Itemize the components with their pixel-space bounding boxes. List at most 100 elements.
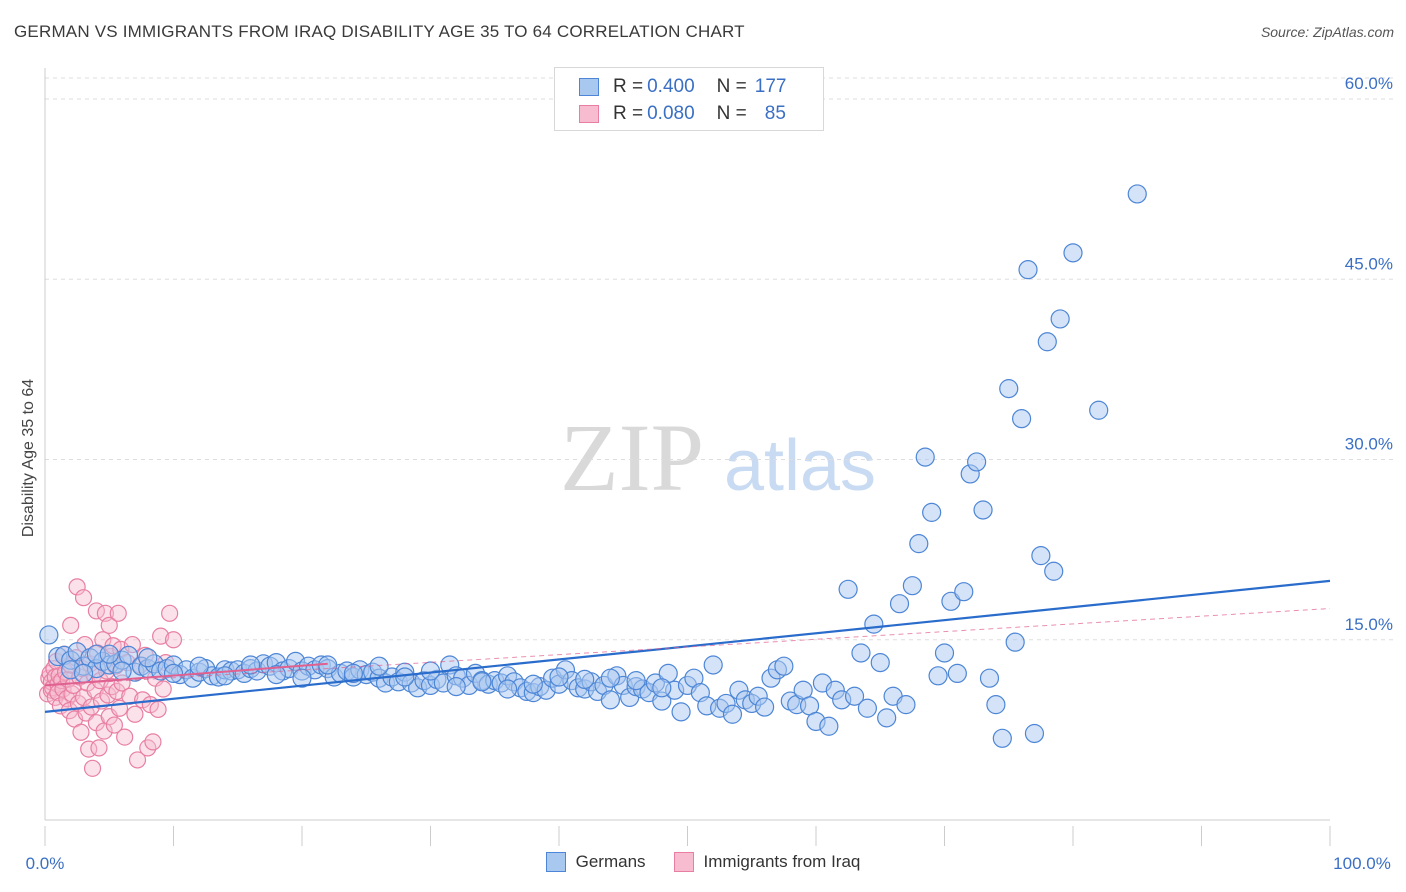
- x-tick-label: 100.0%: [1333, 854, 1391, 873]
- data-point-german: [73, 663, 94, 684]
- data-point-iraq: [161, 604, 179, 622]
- legend-label-iraq: Immigrants from Iraq: [703, 852, 861, 871]
- data-point-iraq: [90, 739, 108, 757]
- data-point-german: [523, 674, 543, 694]
- n-value: 177: [754, 76, 787, 97]
- legend-item-germans[interactable]: Germans: [545, 852, 646, 872]
- data-point-german: [1005, 632, 1025, 652]
- data-point-german: [973, 500, 993, 520]
- trend-line-iraq: [44, 662, 328, 687]
- data-point-german: [600, 668, 621, 688]
- data-point-iraq: [74, 589, 93, 607]
- chart-title: GERMAN VS IMMIGRANTS FROM IRAQ DISABILIT…: [14, 22, 745, 41]
- n-label: N =: [716, 76, 747, 97]
- data-point-iraq: [126, 705, 144, 723]
- data-point-german: [986, 695, 1006, 715]
- data-point-german: [857, 698, 878, 718]
- watermark-zip: ZIP: [560, 404, 704, 511]
- gridlines: [45, 77, 1395, 641]
- data-point-iraq: [128, 751, 147, 769]
- data-point-german: [954, 582, 974, 602]
- data-point-german: [343, 663, 363, 684]
- data-point-german: [1011, 409, 1032, 429]
- y-tick-label: 45.0%: [1345, 254, 1393, 273]
- data-point-german: [549, 667, 569, 687]
- data-point-iraq: [164, 631, 183, 649]
- data-point-german: [39, 625, 59, 645]
- tick-labels: 15.0% 30.0% 45.0% 60.0% 0.0% 100.0%: [26, 74, 1393, 873]
- data-point-german: [1024, 723, 1045, 744]
- data-point-iraq: [105, 716, 123, 734]
- data-point-german: [774, 656, 794, 676]
- data-point-german: [671, 702, 691, 722]
- r-label: R =: [613, 76, 644, 97]
- data-point-german: [1127, 184, 1147, 204]
- data-point-german: [1089, 400, 1109, 420]
- iraq-swatch: [673, 852, 694, 872]
- source-label: Source: ZipAtlas.com: [1260, 24, 1394, 40]
- trend-line-iraq-extended: [44, 608, 1331, 686]
- data-point-iraq: [108, 682, 126, 701]
- data-point-german: [999, 379, 1019, 399]
- data-point-german: [1037, 332, 1057, 352]
- data-point-german: [870, 652, 890, 673]
- data-point-iraq: [62, 616, 80, 634]
- data-point-german: [600, 690, 621, 710]
- data-point-german: [575, 669, 595, 690]
- data-point-german: [722, 704, 743, 724]
- data-point-iraq: [116, 728, 134, 746]
- axes: [44, 68, 1331, 846]
- y-tick-label: 15.0%: [1345, 615, 1393, 634]
- data-point-german: [838, 579, 858, 599]
- data-point-german: [703, 655, 723, 675]
- data-point-german: [967, 452, 987, 472]
- data-point-german: [112, 661, 132, 681]
- data-point-german: [922, 502, 942, 522]
- data-point-iraq: [144, 733, 162, 751]
- data-point-german: [889, 594, 910, 614]
- data-point-german: [1018, 260, 1038, 280]
- data-point-german: [928, 666, 948, 686]
- data-point-german: [1031, 546, 1051, 566]
- data-point-german: [99, 644, 119, 664]
- data-point-iraq: [68, 578, 86, 596]
- r-value: 0.400: [647, 76, 695, 97]
- data-point-german: [266, 665, 286, 685]
- legend-row-germans: R = 0.400 N = 177: [579, 74, 786, 100]
- r-value: 0.080: [647, 103, 695, 124]
- data-point-german: [1063, 243, 1083, 263]
- data-point-german: [446, 677, 466, 697]
- data-point-iraq: [109, 604, 127, 622]
- n-value: 85: [764, 103, 786, 124]
- data-point-german: [626, 671, 646, 691]
- watermark-atlas: atlas: [724, 426, 876, 506]
- data-point-german: [241, 655, 261, 675]
- correlation-legend: R = 0.400 N = 177 R = 0.080 N = 85: [554, 67, 824, 131]
- data-point-german: [844, 686, 865, 706]
- data-point-german: [902, 576, 922, 596]
- data-point-german: [864, 614, 884, 634]
- data-point-german: [941, 591, 961, 611]
- data-point-german: [947, 663, 967, 684]
- n-label: N =: [716, 103, 747, 124]
- germans-swatch: [579, 78, 599, 96]
- data-point-iraq: [99, 686, 117, 704]
- data-point-iraq: [83, 759, 102, 777]
- data-point-iraq: [103, 678, 121, 696]
- data-point-german: [215, 666, 235, 686]
- legend-item-iraq[interactable]: Immigrants from Iraq: [673, 852, 861, 872]
- legend-label-germans: Germans: [575, 852, 646, 871]
- data-point-german: [819, 716, 839, 736]
- data-point-german: [472, 672, 492, 692]
- trend-line-germans: [44, 579, 1331, 713]
- data-point-german: [292, 668, 312, 688]
- data-point-german: [896, 695, 916, 715]
- data-point-german: [395, 667, 415, 687]
- trend-lines: [44, 579, 1331, 713]
- iraq-swatch: [579, 105, 599, 123]
- data-point-german: [909, 534, 929, 554]
- watermark: ZIP atlas: [560, 404, 876, 511]
- data-point-german: [934, 643, 955, 663]
- data-point-german: [498, 679, 518, 699]
